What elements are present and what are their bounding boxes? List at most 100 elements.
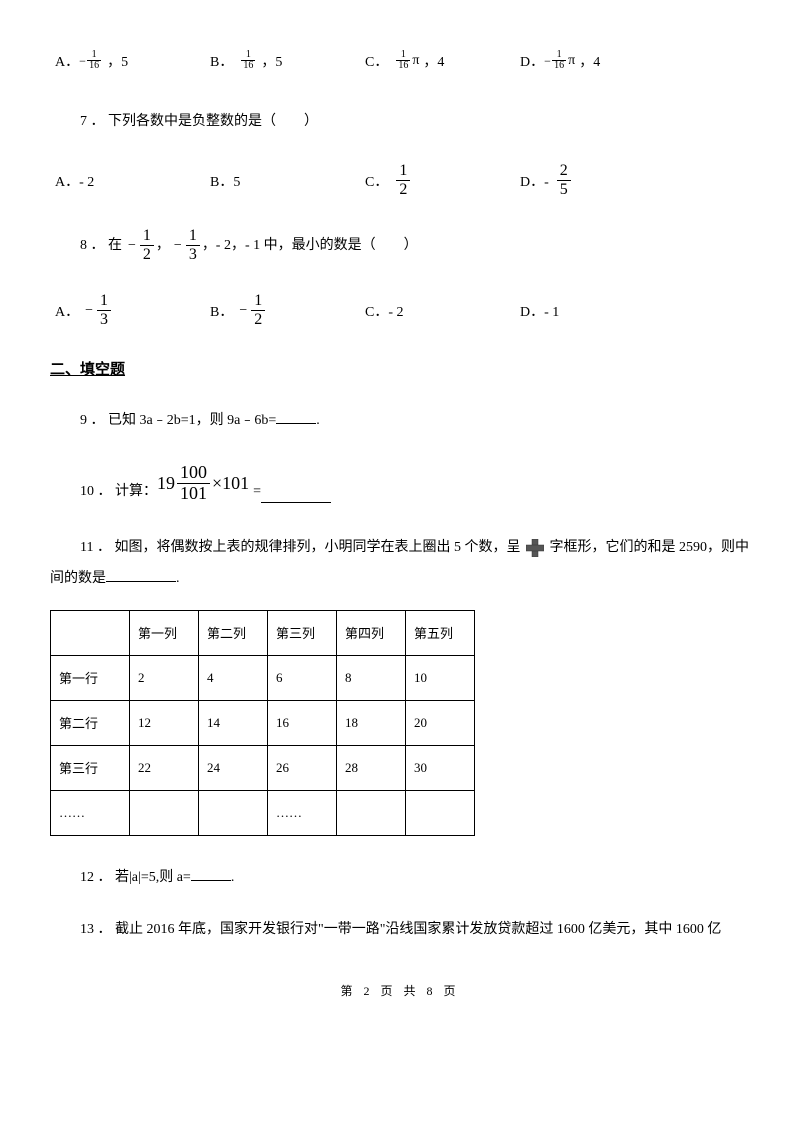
table-cell: 26 bbox=[268, 745, 337, 790]
table-cell bbox=[130, 790, 199, 835]
table-cell: …… bbox=[51, 790, 130, 835]
option-label: A．- 2 bbox=[55, 171, 94, 191]
table-cell: 20 bbox=[406, 700, 475, 745]
q7-option-c: C． 1 2 bbox=[365, 163, 520, 198]
fraction: 1 2 bbox=[140, 228, 154, 263]
fraction: 1 16 bbox=[87, 50, 101, 71]
option-label: C．- 2 bbox=[365, 301, 404, 321]
table-cell: 28 bbox=[337, 745, 406, 790]
table-header: 第三列 bbox=[268, 610, 337, 655]
q9-text: 9 ． 已知 3a﹣2b=1，则 9a﹣6b=. bbox=[80, 409, 750, 432]
table-header: 第一列 bbox=[130, 610, 199, 655]
q11-period: . bbox=[176, 571, 180, 586]
option-label: B． bbox=[210, 51, 233, 71]
option-label: C． bbox=[365, 51, 388, 71]
q12-pre: 12 ． 若|a|=5,则 a= bbox=[80, 870, 191, 885]
fraction: 100 101 bbox=[177, 463, 210, 504]
section-2-title: 二、填空题 bbox=[50, 358, 750, 379]
option-text: ，4 bbox=[579, 51, 600, 71]
whole-number: 19 bbox=[157, 469, 175, 498]
option-text: ，5 bbox=[261, 51, 282, 71]
blank-input[interactable] bbox=[191, 866, 231, 881]
cross-svg bbox=[526, 539, 544, 557]
fraction: 2 5 bbox=[557, 163, 571, 198]
fraction: 1 2 bbox=[251, 293, 265, 328]
table-cell: 12 bbox=[130, 700, 199, 745]
table-row: 第一行 2 4 6 8 10 bbox=[51, 655, 475, 700]
fraction: 1 16 bbox=[552, 50, 566, 71]
q6-option-c: C． 1 16 π ，4 bbox=[365, 50, 520, 71]
table-cell bbox=[337, 790, 406, 835]
q8-text: 8 ． 在 − 1 2 ， − 1 3 ，- 2，- 1 中，最小的数是（ ） bbox=[80, 228, 750, 263]
table-cell: …… bbox=[268, 790, 337, 835]
q7-options-row: A．- 2 B．5 C． 1 2 D．- 2 5 bbox=[50, 163, 750, 198]
option-label: A． bbox=[55, 51, 79, 71]
mult-text: ×101 bbox=[212, 469, 249, 498]
q8-options-row: A． − 1 3 B． − 1 2 C．- 2 D．- 1 bbox=[50, 293, 750, 328]
option-label: D．- 1 bbox=[520, 301, 559, 321]
table-cell: 第一行 bbox=[51, 655, 130, 700]
q11-line2: 间的数是 bbox=[50, 571, 106, 586]
table-header: 第二列 bbox=[199, 610, 268, 655]
q7-option-d: D．- 2 5 bbox=[520, 163, 675, 198]
table-cell: 18 bbox=[337, 700, 406, 745]
q8-option-b: B． − 1 2 bbox=[210, 293, 365, 328]
table-cell bbox=[406, 790, 475, 835]
pi-symbol: π bbox=[568, 53, 575, 69]
equals: = bbox=[253, 481, 261, 503]
q6-options-row: A． 1 16 ，5 B． 1 16 ，5 C． 1 16 π ，4 D． bbox=[50, 50, 750, 71]
option-label: B．5 bbox=[210, 171, 240, 191]
table-header bbox=[51, 610, 130, 655]
table-cell: 30 bbox=[406, 745, 475, 790]
option-label: D．- bbox=[520, 171, 549, 191]
option-label: C． bbox=[365, 171, 388, 191]
option-label: D． bbox=[520, 51, 544, 71]
page-container: A． 1 16 ，5 B． 1 16 ，5 C． 1 16 π ，4 D． bbox=[0, 0, 800, 1029]
q7-option-a: A．- 2 bbox=[55, 171, 210, 191]
page-footer: 第 2 页 共 8 页 bbox=[50, 982, 750, 999]
blank-input[interactable] bbox=[261, 488, 331, 503]
comma: ， bbox=[156, 235, 170, 257]
blank-input[interactable] bbox=[276, 409, 316, 424]
q7-option-b: B．5 bbox=[210, 171, 365, 191]
q9-pre: 9 ． 已知 3a﹣2b=1，则 9a﹣6b= bbox=[80, 413, 276, 428]
q8-pre: 8 ． 在 bbox=[80, 235, 122, 257]
fraction: 1 16 bbox=[396, 50, 410, 71]
even-numbers-table: 第一列 第二列 第三列 第四列 第五列 第一行 2 4 6 8 10 第二行 1… bbox=[50, 610, 475, 836]
option-text: ，4 bbox=[423, 51, 444, 71]
table-cell: 8 bbox=[337, 655, 406, 700]
blank-input[interactable] bbox=[106, 567, 176, 582]
table-header: 第五列 bbox=[406, 610, 475, 655]
q12-post: . bbox=[231, 870, 235, 885]
cross-shape-icon bbox=[526, 539, 544, 557]
option-label: B． bbox=[210, 301, 233, 321]
table-row: 第三行 22 24 26 28 30 bbox=[51, 745, 475, 790]
option-label: A． bbox=[55, 301, 79, 321]
q11-line1-pre: 11 ． 如图，将偶数按上表的规律排列，小明同学在表上圈出 5 个数，呈 bbox=[80, 540, 520, 555]
q12-text: 12 ． 若|a|=5,则 a=. bbox=[80, 866, 750, 889]
fraction: 1 3 bbox=[97, 293, 111, 328]
table-cell: 22 bbox=[130, 745, 199, 790]
pi-symbol: π bbox=[412, 53, 419, 69]
table-cell: 第三行 bbox=[51, 745, 130, 790]
q8-option-c: C．- 2 bbox=[365, 301, 520, 321]
table-header-row: 第一列 第二列 第三列 第四列 第五列 bbox=[51, 610, 475, 655]
q10-text: 10 ． 计算： 19 100 101 ×101 = bbox=[80, 463, 750, 504]
table-row: 第二行 12 14 16 18 20 bbox=[51, 700, 475, 745]
table-cell: 14 bbox=[199, 700, 268, 745]
q6-option-a: A． 1 16 ，5 bbox=[55, 50, 210, 71]
q8-option-a: A． − 1 3 bbox=[55, 293, 210, 328]
fraction: 1 3 bbox=[186, 228, 200, 263]
table-cell: 10 bbox=[406, 655, 475, 700]
q11-line1-post: 字框形，它们的和是 2590，则中 bbox=[549, 540, 749, 555]
table-row: …… …… bbox=[51, 790, 475, 835]
table-cell: 6 bbox=[268, 655, 337, 700]
q13-text: 13 ． 截止 2016 年底，国家开发银行对"一带一路"沿线国家累计发放贷款超… bbox=[80, 919, 750, 941]
table-cell: 16 bbox=[268, 700, 337, 745]
fraction: 1 16 bbox=[241, 50, 255, 71]
q10-pre: 10 ． 计算： bbox=[80, 481, 157, 503]
option-text: ，5 bbox=[107, 51, 128, 71]
q8-post: ，- 2，- 1 中，最小的数是（ ） bbox=[202, 235, 418, 257]
table-cell bbox=[199, 790, 268, 835]
q10-expression: 19 100 101 ×101 bbox=[157, 463, 249, 504]
